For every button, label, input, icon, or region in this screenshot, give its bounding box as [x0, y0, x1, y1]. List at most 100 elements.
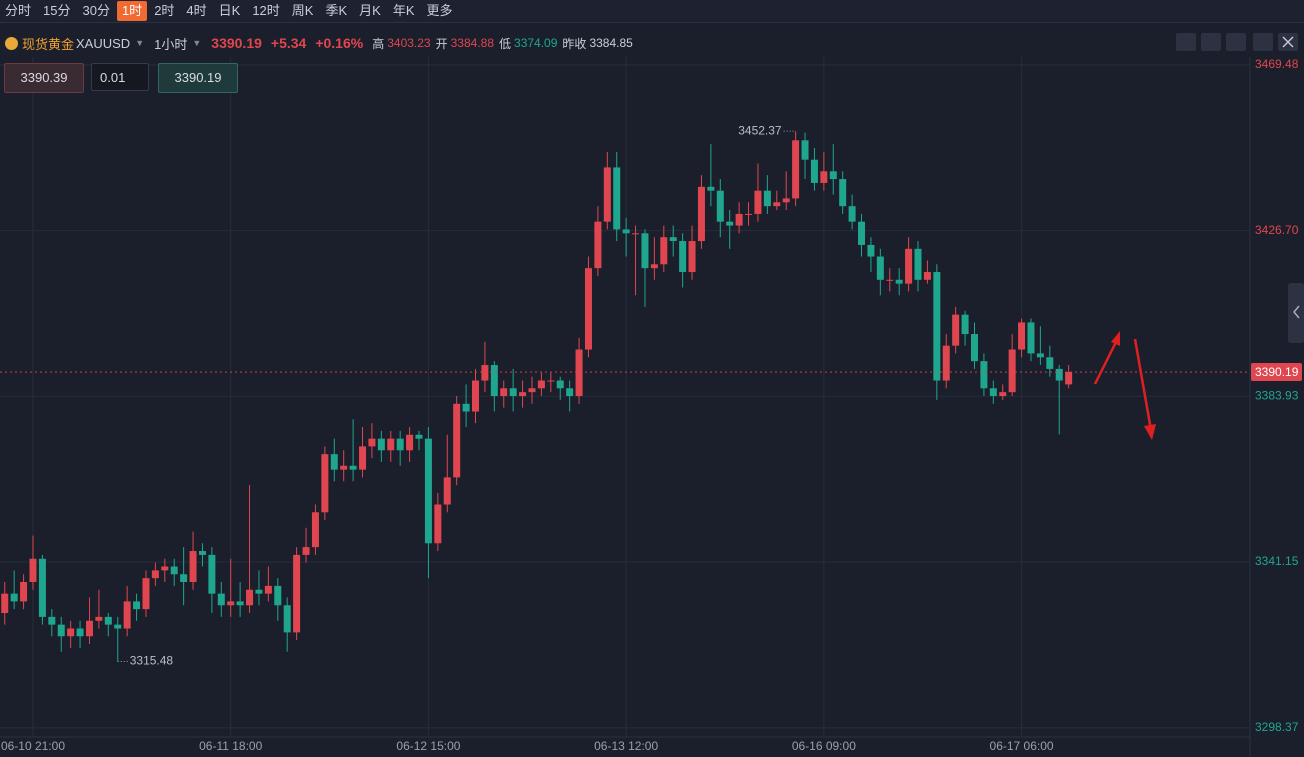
candle-body: [876, 256, 884, 280]
period-tab[interactable]: 4时: [186, 3, 207, 18]
candle-body: [359, 446, 367, 470]
candle-body: [472, 380, 479, 412]
candle-body: [650, 264, 658, 269]
price-tag-label: 3390.19: [1255, 365, 1299, 379]
side-tab[interactable]: [1288, 283, 1304, 343]
candle-body: [923, 272, 931, 280]
period-tab[interactable]: 15分: [43, 3, 71, 18]
button[interactable]: [1226, 33, 1246, 51]
candle-body: [377, 438, 385, 451]
open-label: 开: [435, 36, 448, 51]
dropdown: ▼: [135, 38, 145, 48]
candle-body: [142, 578, 150, 610]
candle-body: [151, 570, 159, 579]
open: 3384.88: [450, 36, 495, 50]
candle-body: [980, 361, 988, 389]
chevron: [1293, 305, 1300, 319]
candle-body: [707, 186, 715, 191]
candle-body: [208, 554, 216, 594]
candle-body: [566, 388, 574, 397]
candle-body: [340, 465, 348, 470]
candle-body: [264, 585, 272, 594]
period-tab[interactable]: 日K: [218, 3, 241, 18]
candle-body: [669, 237, 677, 242]
candle-body: [462, 403, 470, 412]
period-tab[interactable]: 12时: [252, 3, 280, 18]
y-tick-label: 3298.37: [1255, 720, 1299, 734]
x-tick-label: 06-13 12:00: [594, 739, 658, 753]
candle-body: [1018, 322, 1026, 350]
candle-body: [999, 392, 1007, 397]
sell-price[interactable]: 3390.39: [4, 63, 84, 93]
period-tab[interactable]: 30分: [82, 3, 110, 18]
y-tick-label: 3426.70: [1255, 223, 1299, 237]
symbol-name[interactable]: 现货黄金: [22, 36, 75, 52]
candle-body: [528, 388, 536, 393]
candle-body: [29, 558, 37, 583]
candle-body: [556, 380, 564, 389]
candle-body: [989, 388, 997, 397]
candle-body: [773, 202, 781, 207]
period-tab[interactable]: 2时: [154, 3, 175, 18]
candle-body: [255, 589, 263, 594]
candle-body: [85, 620, 93, 637]
arrow: [1093, 339, 1119, 385]
period-tab[interactable]: 年K: [392, 3, 415, 18]
candle-body: [1046, 357, 1054, 369]
candle-body: [782, 198, 790, 203]
candle-body: [95, 616, 103, 621]
dropdown: ▼: [192, 38, 202, 48]
period-tab[interactable]: 周K: [291, 3, 314, 18]
period-tab[interactable]: 更多: [426, 3, 453, 18]
y-tick-label: 3469.48: [1255, 57, 1299, 71]
buy-price[interactable]: 3390.19: [158, 63, 238, 93]
candle-body: [1036, 353, 1044, 358]
candle-body: [632, 233, 640, 235]
button[interactable]: [1176, 33, 1196, 51]
candle-body: [603, 167, 611, 222]
symbol-icon: [5, 36, 18, 50]
x-tick-label: 06-10 21:00: [1, 739, 65, 753]
candle-body: [274, 585, 282, 606]
period-tab[interactable]: 分时: [5, 3, 32, 18]
candle-body: [434, 504, 442, 544]
button[interactable]: [1253, 33, 1273, 51]
candle-body: [368, 438, 376, 447]
price-tag: [1251, 363, 1302, 382]
candle-body: [839, 179, 847, 207]
candle-body: [293, 554, 301, 633]
candle-body: [481, 365, 489, 381]
candle-body: [858, 221, 866, 245]
period-tab[interactable]: 月K: [359, 3, 381, 18]
y-tick-label: 3341.15: [1255, 554, 1299, 568]
candle-body: [905, 248, 913, 284]
candle-body: [726, 221, 734, 226]
candle-body: [1, 593, 9, 614]
candle-body: [406, 434, 414, 451]
candle-body: [10, 593, 18, 602]
candle-body: [763, 190, 771, 207]
high-label: 高: [372, 36, 385, 51]
candle-body: [697, 186, 705, 242]
candle-body: [641, 233, 649, 269]
candle-body: [509, 388, 517, 397]
candle-body: [594, 221, 602, 269]
arrowhead: [1111, 331, 1120, 346]
y-tick-label: 3383.93: [1255, 388, 1299, 402]
candle-body: [688, 241, 696, 273]
button[interactable]: [1201, 33, 1221, 51]
candle-body: [970, 334, 978, 362]
lot-input[interactable]: 0.01: [91, 63, 149, 91]
candle-body: [829, 171, 837, 180]
candle-body: [1065, 372, 1073, 385]
interval[interactable]: 1小时: [154, 36, 188, 52]
min-label: 3315.48: [130, 654, 174, 668]
candle-body: [914, 248, 922, 280]
candle-body: [754, 190, 762, 214]
candle-body: [104, 616, 112, 625]
period-tab[interactable]: 季K: [325, 3, 348, 18]
x-tick-label: 06-12 15:00: [396, 739, 460, 753]
symbol-code[interactable]: XAUUSD: [76, 35, 131, 51]
period-tab[interactable]: 1时: [116, 1, 148, 21]
